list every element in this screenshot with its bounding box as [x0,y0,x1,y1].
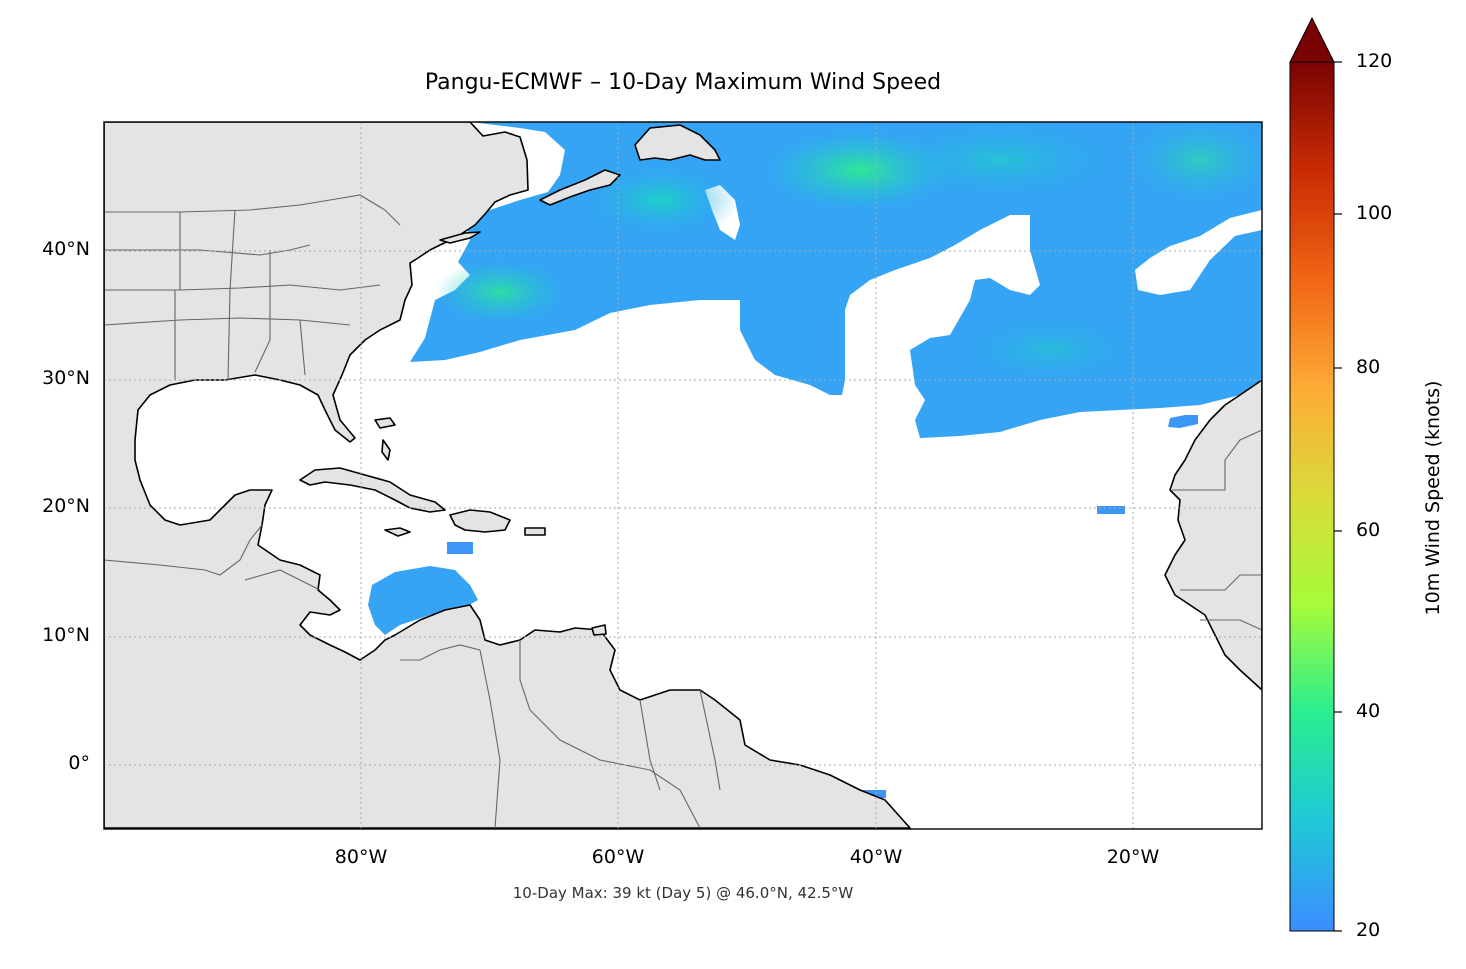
map-frame [103,121,1263,830]
max-wind-caption: 10-Day Max: 39 kt (Day 5) @ 46.0°N, 42.5… [512,884,854,902]
x-tick-label: 40°W [849,846,903,868]
north-africa [1164,379,1262,691]
hispaniola [449,509,511,533]
country-state-borders [104,194,1262,829]
colorbar-tick-label: 100 [1356,202,1393,224]
y-tick-label: 30°N [42,367,90,389]
jamaica [384,527,411,537]
x-tick-label: 60°W [591,846,645,868]
y-tick-label: 0° [68,752,90,774]
puerto-rico [524,527,546,536]
wind-speed-field [162,122,1262,798]
colorbar-tick-label: 40 [1356,700,1381,722]
map-area [104,122,1262,829]
colorbar-tick-label: 60 [1356,519,1381,541]
colorbar-gradient [1289,61,1335,932]
colorbar-ticks [1334,61,1342,932]
wind-field-patch-capeverde [1097,506,1125,514]
cuba [299,467,446,513]
colorbar-tick-label: 20 [1356,919,1381,941]
nova-scotia [539,169,621,206]
colorbar-label: 10m Wind Speed (knots) [1422,380,1444,616]
y-tick-label: 40°N [42,238,90,260]
y-tick-label: 20°N [42,495,90,517]
x-tick-label: 80°W [334,846,388,868]
colorbar-tick-label: 120 [1356,50,1393,72]
map-title: Pangu-ECMWF – 10-Day Maximum Wind Speed [424,70,942,95]
x-tick-label: 20°W [1106,846,1160,868]
wind-field-caribbean [368,566,478,635]
bahamas [374,417,396,461]
y-tick-label: 10°N [42,624,90,646]
trinidad [591,624,607,636]
wind-field-patch-hispaniola [447,542,473,554]
land [104,122,1262,829]
wind-field-patch-canary [1168,415,1198,428]
north-america [104,122,911,829]
newfoundland [634,124,721,161]
colorbar-tick-label: 80 [1356,356,1381,378]
gridlines [104,122,1262,829]
colorbar-extend-arrow [1289,16,1335,63]
colorbar [1289,16,1342,932]
long-island [439,231,481,244]
